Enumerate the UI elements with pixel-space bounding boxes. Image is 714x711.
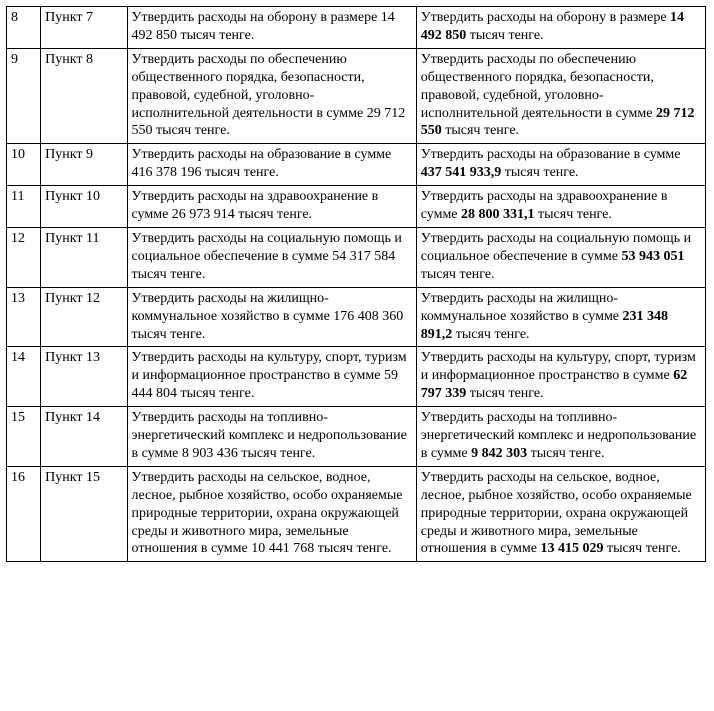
row-number-cell: 8 — [7, 7, 41, 49]
original-text-cell: Утвердить расходы на топливно-энергетиче… — [127, 407, 416, 467]
revised-text-cell: Утвердить расходы на образование в сумме… — [416, 144, 705, 186]
row-number-cell: 14 — [7, 347, 41, 407]
original-text-cell: Утвердить расходы на жилищно-коммунально… — [127, 287, 416, 347]
revised-text-cell: Утвердить расходы на оборону в размере 1… — [416, 7, 705, 49]
original-text-cell: Утвердить расходы на сельское, водное, л… — [127, 466, 416, 562]
row-number-cell: 9 — [7, 48, 41, 144]
row-number-cell: 10 — [7, 144, 41, 186]
row-number-cell: 11 — [7, 186, 41, 228]
budget-comparison-table: 8Пункт 7Утвердить расходы на оборону в р… — [6, 6, 706, 562]
table-row: 13Пункт 12Утвердить расходы на жилищно-к… — [7, 287, 706, 347]
row-number-cell: 15 — [7, 407, 41, 467]
revised-text-cell: Утвердить расходы по обеспечению обществ… — [416, 48, 705, 144]
punkt-cell: Пункт 7 — [41, 7, 127, 49]
table-row: 14Пункт 13Утвердить расходы на культуру,… — [7, 347, 706, 407]
table-row: 16Пункт 15Утвердить расходы на сельское,… — [7, 466, 706, 562]
table-row: 9Пункт 8Утвердить расходы по обеспечению… — [7, 48, 706, 144]
punkt-cell: Пункт 10 — [41, 186, 127, 228]
punkt-cell: Пункт 14 — [41, 407, 127, 467]
punkt-cell: Пункт 15 — [41, 466, 127, 562]
original-text-cell: Утвердить расходы по обеспечению обществ… — [127, 48, 416, 144]
table-row: 10Пункт 9Утвердить расходы на образовани… — [7, 144, 706, 186]
table-body: 8Пункт 7Утвердить расходы на оборону в р… — [7, 7, 706, 562]
row-number-cell: 13 — [7, 287, 41, 347]
revised-text-cell: Утвердить расходы на жилищно-коммунально… — [416, 287, 705, 347]
punkt-cell: Пункт 8 — [41, 48, 127, 144]
revised-text-cell: Утвердить расходы на топливно-энергетиче… — [416, 407, 705, 467]
row-number-cell: 16 — [7, 466, 41, 562]
revised-text-cell: Утвердить расходы на культуру, спорт, ту… — [416, 347, 705, 407]
punkt-cell: Пункт 11 — [41, 227, 127, 287]
revised-text-cell: Утвердить расходы на социальную помощь и… — [416, 227, 705, 287]
punkt-cell: Пункт 12 — [41, 287, 127, 347]
revised-text-cell: Утвердить расходы на сельское, водное, л… — [416, 466, 705, 562]
punkt-cell: Пункт 9 — [41, 144, 127, 186]
revised-text-cell: Утвердить расходы на здравоохранение в с… — [416, 186, 705, 228]
table-row: 15Пункт 14Утвердить расходы на топливно-… — [7, 407, 706, 467]
original-text-cell: Утвердить расходы на здравоохранение в с… — [127, 186, 416, 228]
original-text-cell: Утвердить расходы на образование в сумме… — [127, 144, 416, 186]
original-text-cell: Утвердить расходы на культуру, спорт, ту… — [127, 347, 416, 407]
original-text-cell: Утвердить расходы на оборону в размере 1… — [127, 7, 416, 49]
row-number-cell: 12 — [7, 227, 41, 287]
original-text-cell: Утвердить расходы на социальную помощь и… — [127, 227, 416, 287]
table-row: 12Пункт 11Утвердить расходы на социальну… — [7, 227, 706, 287]
table-row: 8Пункт 7Утвердить расходы на оборону в р… — [7, 7, 706, 49]
table-row: 11Пункт 10Утвердить расходы на здравоохр… — [7, 186, 706, 228]
punkt-cell: Пункт 13 — [41, 347, 127, 407]
